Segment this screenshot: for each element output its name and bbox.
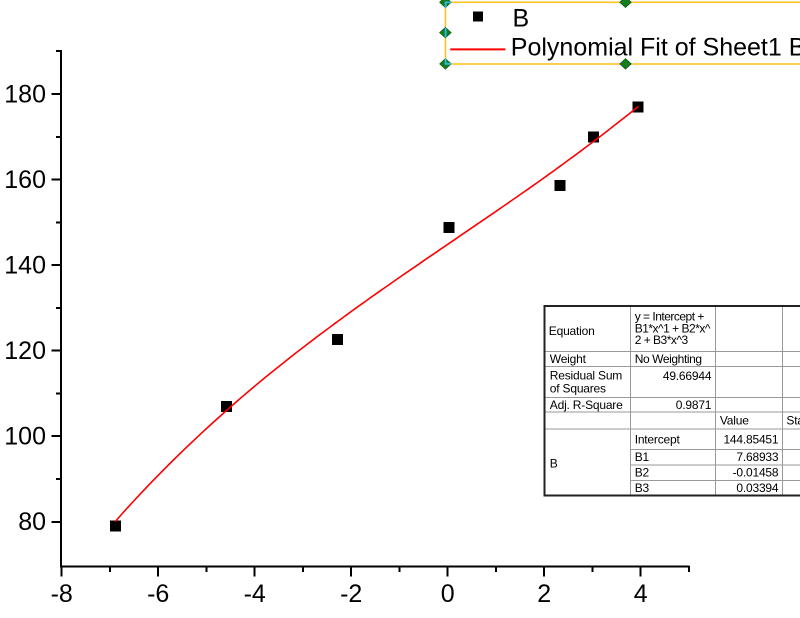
svg-text:B2: B2 [635, 466, 650, 480]
svg-text:B: B [550, 457, 558, 471]
svg-text:0.9871: 0.9871 [676, 398, 712, 412]
svg-text:0.03394: 0.03394 [736, 481, 779, 495]
svg-text:B1*x^1 + B2*x^: B1*x^1 + B2*x^ [635, 322, 711, 336]
svg-text:7.68933: 7.68933 [736, 450, 779, 464]
svg-text:y = Intercept +: y = Intercept + [635, 310, 705, 324]
svg-text:2 + B3*x^3: 2 + B3*x^3 [635, 333, 689, 347]
svg-text:100: 100 [4, 423, 46, 451]
svg-text:4: 4 [634, 580, 648, 608]
svg-text:B: B [513, 4, 530, 32]
svg-text:of Squares: of Squares [550, 381, 606, 395]
svg-text:144.85451: 144.85451 [723, 433, 778, 447]
svg-text:-2: -2 [340, 580, 362, 608]
svg-text:160: 160 [4, 166, 46, 194]
svg-text:No Weighting: No Weighting [635, 352, 702, 366]
svg-text:Polynomial Fit of Sheet1 B: Polynomial Fit of Sheet1 B [511, 34, 800, 62]
svg-text:Adj. R-Square: Adj. R-Square [550, 398, 623, 412]
svg-text:-4: -4 [244, 580, 266, 608]
svg-text:0: 0 [441, 580, 455, 608]
svg-text:-6: -6 [147, 580, 169, 608]
svg-text:Value: Value [720, 414, 749, 428]
svg-text:49.66944: 49.66944 [663, 369, 712, 383]
svg-text:Weight: Weight [550, 352, 587, 366]
svg-text:80: 80 [18, 508, 46, 536]
svg-text:2: 2 [537, 580, 551, 608]
svg-text:Equation: Equation [549, 324, 595, 338]
svg-text:B3: B3 [635, 481, 650, 495]
svg-text:Residual Sum: Residual Sum [550, 368, 623, 382]
svg-text:140: 140 [4, 252, 46, 280]
svg-text:-8: -8 [51, 580, 73, 608]
svg-text:Intercept: Intercept [635, 433, 681, 447]
svg-text:B1: B1 [635, 450, 650, 464]
svg-text:120: 120 [4, 337, 46, 365]
svg-text:180: 180 [4, 80, 46, 108]
svg-text:-0.01458: -0.01458 [733, 466, 779, 480]
svg-text:Standard Er: Standard Er [786, 414, 800, 428]
